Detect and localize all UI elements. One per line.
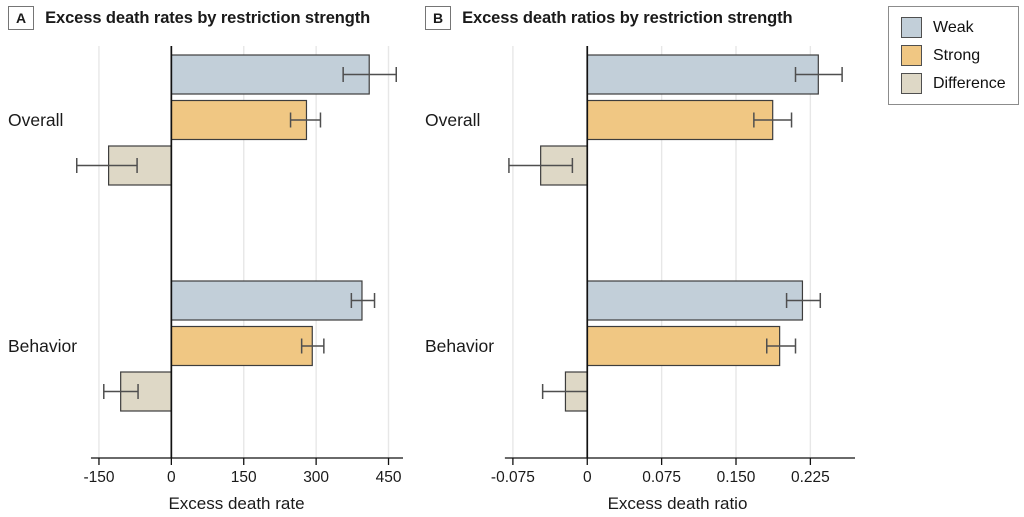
error-bar-difference-behavior — [103, 384, 139, 399]
panel-a-title: Excess death rates by restriction streng… — [45, 8, 371, 27]
x-tick-label: 150 — [231, 469, 257, 486]
error-bar-weak-overall — [342, 67, 397, 82]
x-tick-label: -0.075 — [491, 469, 535, 486]
error-bar-weak-behavior — [785, 293, 822, 308]
bar-weak-behavior — [170, 280, 363, 321]
legend-item-strong: Strong — [901, 45, 1006, 66]
x-tick-label: 0.225 — [791, 469, 830, 486]
category-label-overall: Overall — [8, 110, 63, 130]
bar-strong-behavior — [170, 325, 313, 367]
category-label-behavior: Behavior — [8, 336, 77, 356]
x-tick-label: 0.075 — [642, 469, 681, 486]
panel-b-plot: -0.075 0 0.075 0.150 0.225 Excess death ratio… — [425, 46, 855, 513]
bar-weak-overall — [586, 54, 819, 95]
panel-a-letter-badge: A — [8, 6, 35, 30]
legend-label-weak: Weak — [933, 18, 974, 36]
category-label-overall: Overall — [425, 110, 480, 130]
legend-label-difference: Difference — [933, 74, 1006, 92]
panel-b-title: Excess death ratios by restriction stren… — [462, 8, 793, 27]
legend: Weak Strong Difference — [888, 6, 1019, 105]
panel-b-header: B Excess death ratios by restriction str… — [425, 6, 793, 30]
legend-swatch-difference-icon — [901, 73, 922, 94]
x-tick-label: 300 — [303, 469, 329, 486]
error-bar-difference-overall — [508, 158, 574, 173]
bar-weak-overall — [170, 54, 370, 95]
x-axis-title: Excess death rate — [168, 494, 304, 513]
error-bar-weak-behavior — [350, 293, 376, 308]
error-bar-strong-overall — [289, 112, 322, 128]
error-bar-difference-overall — [76, 158, 138, 173]
bar-strong-overall — [586, 99, 774, 141]
x-tick-label: -150 — [83, 469, 114, 486]
category-label-behavior: Behavior — [425, 336, 494, 356]
legend-item-difference: Difference — [901, 73, 1006, 94]
legend-swatch-weak-icon — [901, 17, 922, 38]
panel-a-plot: -150 0 150 300 450 Excess death rate Overall Be… — [8, 46, 403, 513]
bar-strong-behavior — [586, 325, 781, 367]
panel-a-header: A Excess death rates by restriction stre… — [8, 6, 370, 30]
x-axis-title: Excess death ratio — [608, 494, 748, 513]
error-bar-strong-behavior — [300, 338, 325, 354]
error-bar-strong-overall — [753, 112, 793, 128]
legend-label-strong: Strong — [933, 46, 981, 64]
x-tick-label: 0 — [167, 469, 176, 486]
panel-b-letter-badge: B — [425, 6, 452, 30]
x-tick-label: 0.150 — [717, 469, 756, 486]
bar-strong-overall — [170, 99, 308, 141]
x-tick-label: 0 — [583, 469, 592, 486]
error-bar-weak-overall — [794, 67, 843, 82]
bar-weak-behavior — [586, 280, 804, 321]
panel-a: A Excess death rates by restriction stre… — [0, 0, 425, 517]
x-tick-label: 450 — [376, 469, 402, 486]
legend-swatch-strong-icon — [901, 45, 922, 66]
panel-b: B Excess death ratios by restriction str… — [425, 0, 870, 517]
error-bar-strong-behavior — [765, 338, 797, 354]
legend-item-weak: Weak — [901, 17, 1006, 38]
